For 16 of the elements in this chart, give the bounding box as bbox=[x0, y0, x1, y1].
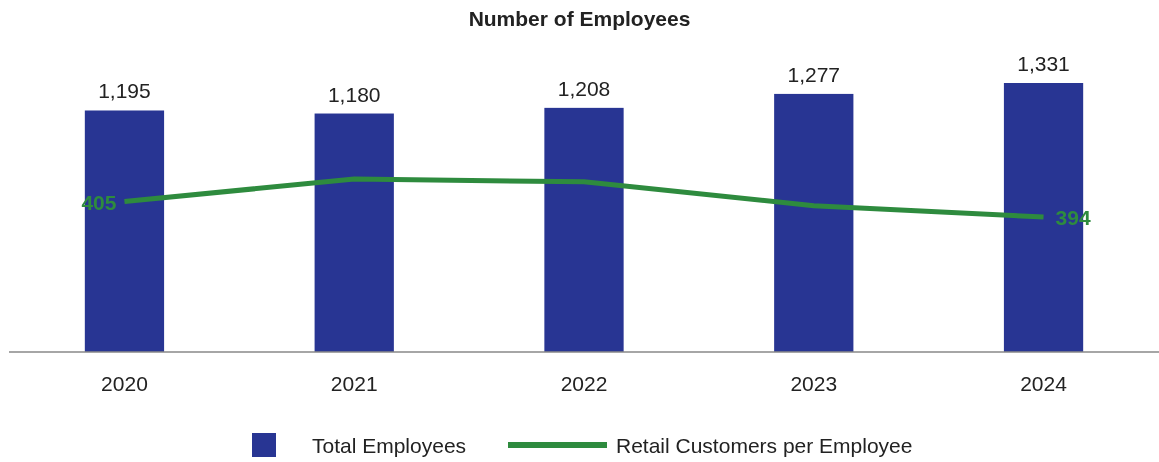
x-tick-label: 2020 bbox=[101, 372, 148, 395]
bar bbox=[544, 107, 624, 352]
bar bbox=[774, 93, 854, 352]
data-label: 1,208 bbox=[557, 76, 611, 100]
x-tick-label: 2024 bbox=[1020, 372, 1068, 395]
legend-label: Retail Customers per Employee bbox=[616, 434, 913, 457]
legend-label: Total Employees bbox=[312, 434, 467, 457]
x-tick-label: 2022 bbox=[560, 372, 608, 395]
x-tick-label: 2021 bbox=[330, 372, 378, 395]
data-label: 1,277 bbox=[787, 62, 841, 86]
chart-title: Number of Employees bbox=[468, 7, 691, 30]
data-label: 1,195 bbox=[98, 79, 151, 103]
x-tick-label: 2023 bbox=[790, 372, 838, 395]
data-label: 1,331 bbox=[1017, 52, 1070, 75]
data-label: 1,180 bbox=[327, 82, 381, 106]
bar bbox=[314, 113, 394, 352]
